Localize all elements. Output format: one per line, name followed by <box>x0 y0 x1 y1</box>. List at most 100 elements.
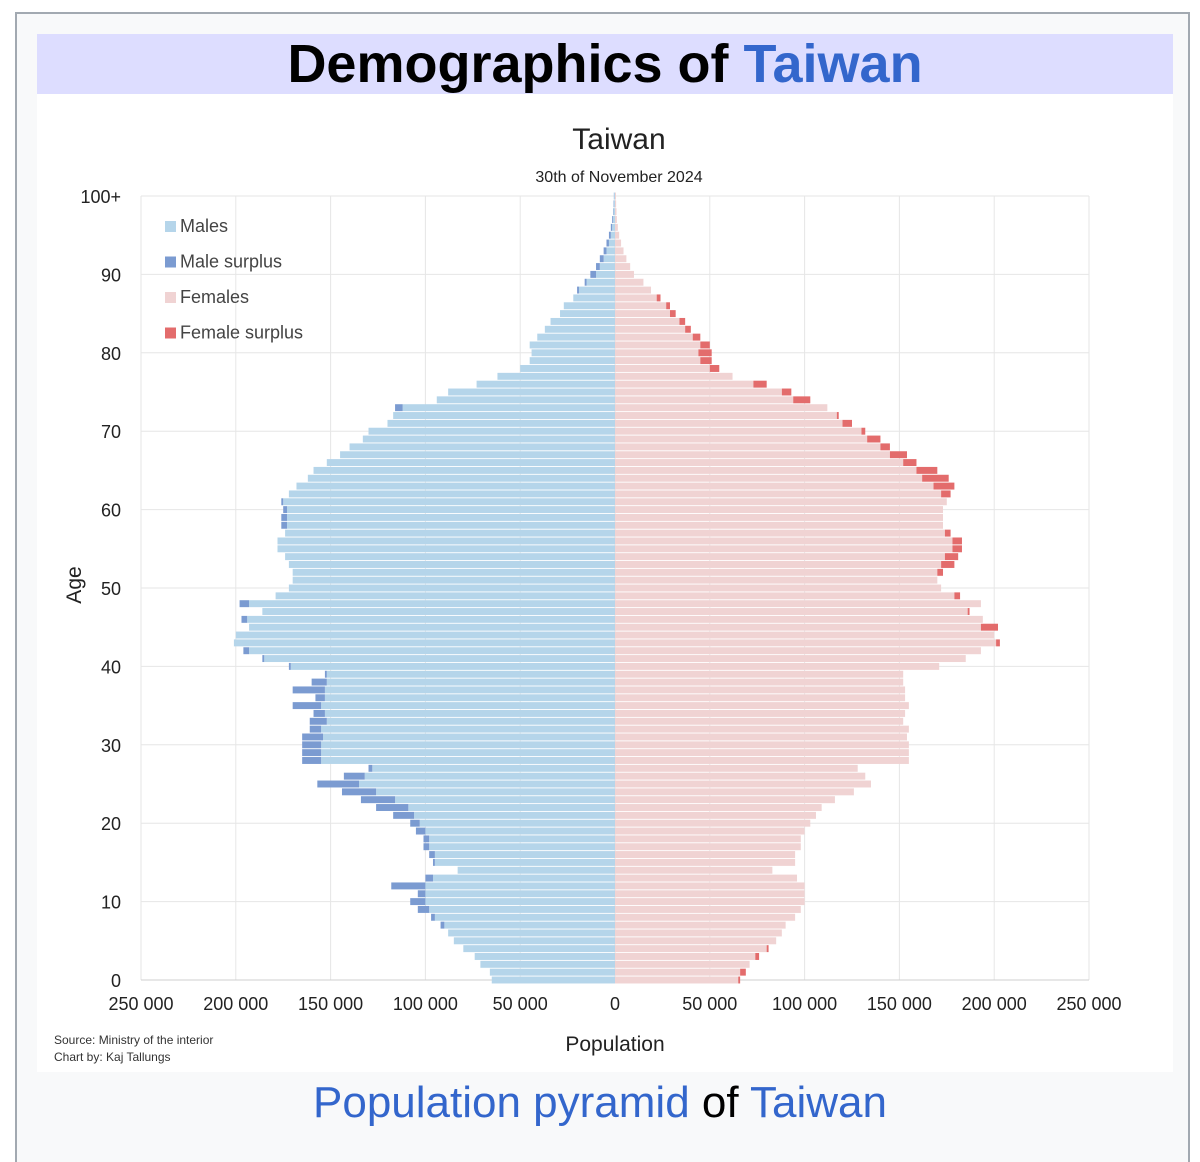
bar-females-38 <box>615 679 903 686</box>
legend-swatch <box>165 292 176 303</box>
bar-female-surplus-53 <box>941 561 954 568</box>
y-tick-label: 40 <box>101 657 121 677</box>
bar-males-73 <box>403 404 615 411</box>
taiwan-title-link[interactable]: Taiwan <box>744 34 923 94</box>
bar-male-surplus-94 <box>606 240 608 247</box>
population-pyramid-link[interactable]: Population pyramid <box>313 1078 690 1127</box>
y-tick-label: 100+ <box>80 187 121 207</box>
bar-females-94 <box>615 240 621 247</box>
bar-male-surplus-73 <box>395 404 403 411</box>
bar-female-surplus-69 <box>867 436 880 443</box>
bar-males-59 <box>287 514 615 521</box>
bar-male-surplus-40 <box>289 663 291 670</box>
bar-males-84 <box>551 318 615 325</box>
bar-males-52 <box>293 569 615 576</box>
chart-bars <box>234 193 1000 984</box>
bar-female-surplus-4 <box>767 945 769 952</box>
bar-females-48 <box>615 600 981 607</box>
bar-males-82 <box>537 334 615 341</box>
bar-male-surplus-91 <box>596 263 600 270</box>
bar-males-66 <box>327 459 615 466</box>
bar-males-24 <box>376 788 615 795</box>
bar-males-96 <box>612 224 615 231</box>
legend-label: Male surplus <box>180 252 282 272</box>
bar-males-10 <box>425 898 615 905</box>
bar-males-64 <box>308 475 615 482</box>
bar-males-0 <box>492 977 615 984</box>
bar-female-surplus-56 <box>952 537 961 544</box>
bar-females-55 <box>615 545 952 552</box>
bar-males-67 <box>340 451 615 458</box>
bar-male-surplus-88 <box>577 287 579 294</box>
bar-females-63 <box>615 483 934 490</box>
bar-females-61 <box>615 498 947 505</box>
bar-female-surplus-1 <box>740 969 746 976</box>
bar-females-39 <box>615 671 903 678</box>
bar-females-76 <box>615 381 753 388</box>
bar-females-78 <box>615 365 710 372</box>
bar-males-85 <box>560 310 615 317</box>
bar-male-surplus-25 <box>317 781 359 788</box>
bar-males-8 <box>435 914 615 921</box>
bar-female-surplus-86 <box>666 302 670 309</box>
x-tick-label: 200 000 <box>203 994 268 1014</box>
bar-males-40 <box>291 663 615 670</box>
taiwan-caption-link[interactable]: Taiwan <box>750 1078 887 1127</box>
bar-males-14 <box>458 867 615 874</box>
bar-females-79 <box>615 357 700 364</box>
bar-males-15 <box>435 859 615 866</box>
bar-males-56 <box>278 537 615 544</box>
bar-males-63 <box>296 483 615 490</box>
bar-females-14 <box>615 867 772 874</box>
legend-label: Females <box>180 287 249 307</box>
bar-males-98 <box>613 208 615 215</box>
bar-females-3 <box>615 953 755 960</box>
bar-males-42 <box>249 647 615 654</box>
bar-males-6 <box>448 929 615 936</box>
bar-female-surplus-64 <box>922 475 949 482</box>
bar-female-surplus-55 <box>952 545 961 552</box>
bar-male-surplus-26 <box>344 773 365 780</box>
bar-females-71 <box>615 420 843 427</box>
bar-male-surplus-97 <box>612 216 613 223</box>
bar-males-77 <box>497 373 615 380</box>
bar-males-44 <box>236 632 615 639</box>
bar-males-48 <box>249 600 615 607</box>
bar-male-surplus-38 <box>312 679 327 686</box>
bar-males-16 <box>435 851 615 858</box>
bar-females-62 <box>615 490 941 497</box>
bar-males-33 <box>327 718 615 725</box>
bar-female-surplus-54 <box>945 553 958 560</box>
bar-male-surplus-22 <box>376 804 408 811</box>
bar-male-surplus-13 <box>425 875 433 882</box>
bar-females-42 <box>615 647 981 654</box>
bar-males-19 <box>425 828 615 835</box>
bar-males-61 <box>283 498 615 505</box>
bar-females-73 <box>615 404 827 411</box>
bar-females-41 <box>615 655 966 662</box>
bar-females-70 <box>615 428 861 435</box>
bar-females-52 <box>615 569 937 576</box>
bar-males-55 <box>278 545 615 552</box>
bar-males-47 <box>262 608 615 615</box>
bar-males-51 <box>293 577 615 584</box>
bar-females-98 <box>615 208 617 215</box>
bar-male-surplus-41 <box>262 655 264 662</box>
x-tick-label: 150 000 <box>298 994 363 1014</box>
bar-females-81 <box>615 341 700 348</box>
bar-females-37 <box>615 686 905 693</box>
bar-males-21 <box>414 812 615 819</box>
y-tick-label: 60 <box>101 501 121 521</box>
bar-males-1 <box>490 969 615 976</box>
bar-females-84 <box>615 318 679 325</box>
legend-swatch <box>165 257 176 268</box>
bar-males-12 <box>425 882 615 889</box>
bar-females-83 <box>615 326 685 333</box>
bar-females-40 <box>615 663 939 670</box>
chart-subtitle: 30th of November 2024 <box>535 169 702 186</box>
bar-females-1 <box>615 969 740 976</box>
bar-females-33 <box>615 718 903 725</box>
bar-females-47 <box>615 608 968 615</box>
bar-females-64 <box>615 475 922 482</box>
